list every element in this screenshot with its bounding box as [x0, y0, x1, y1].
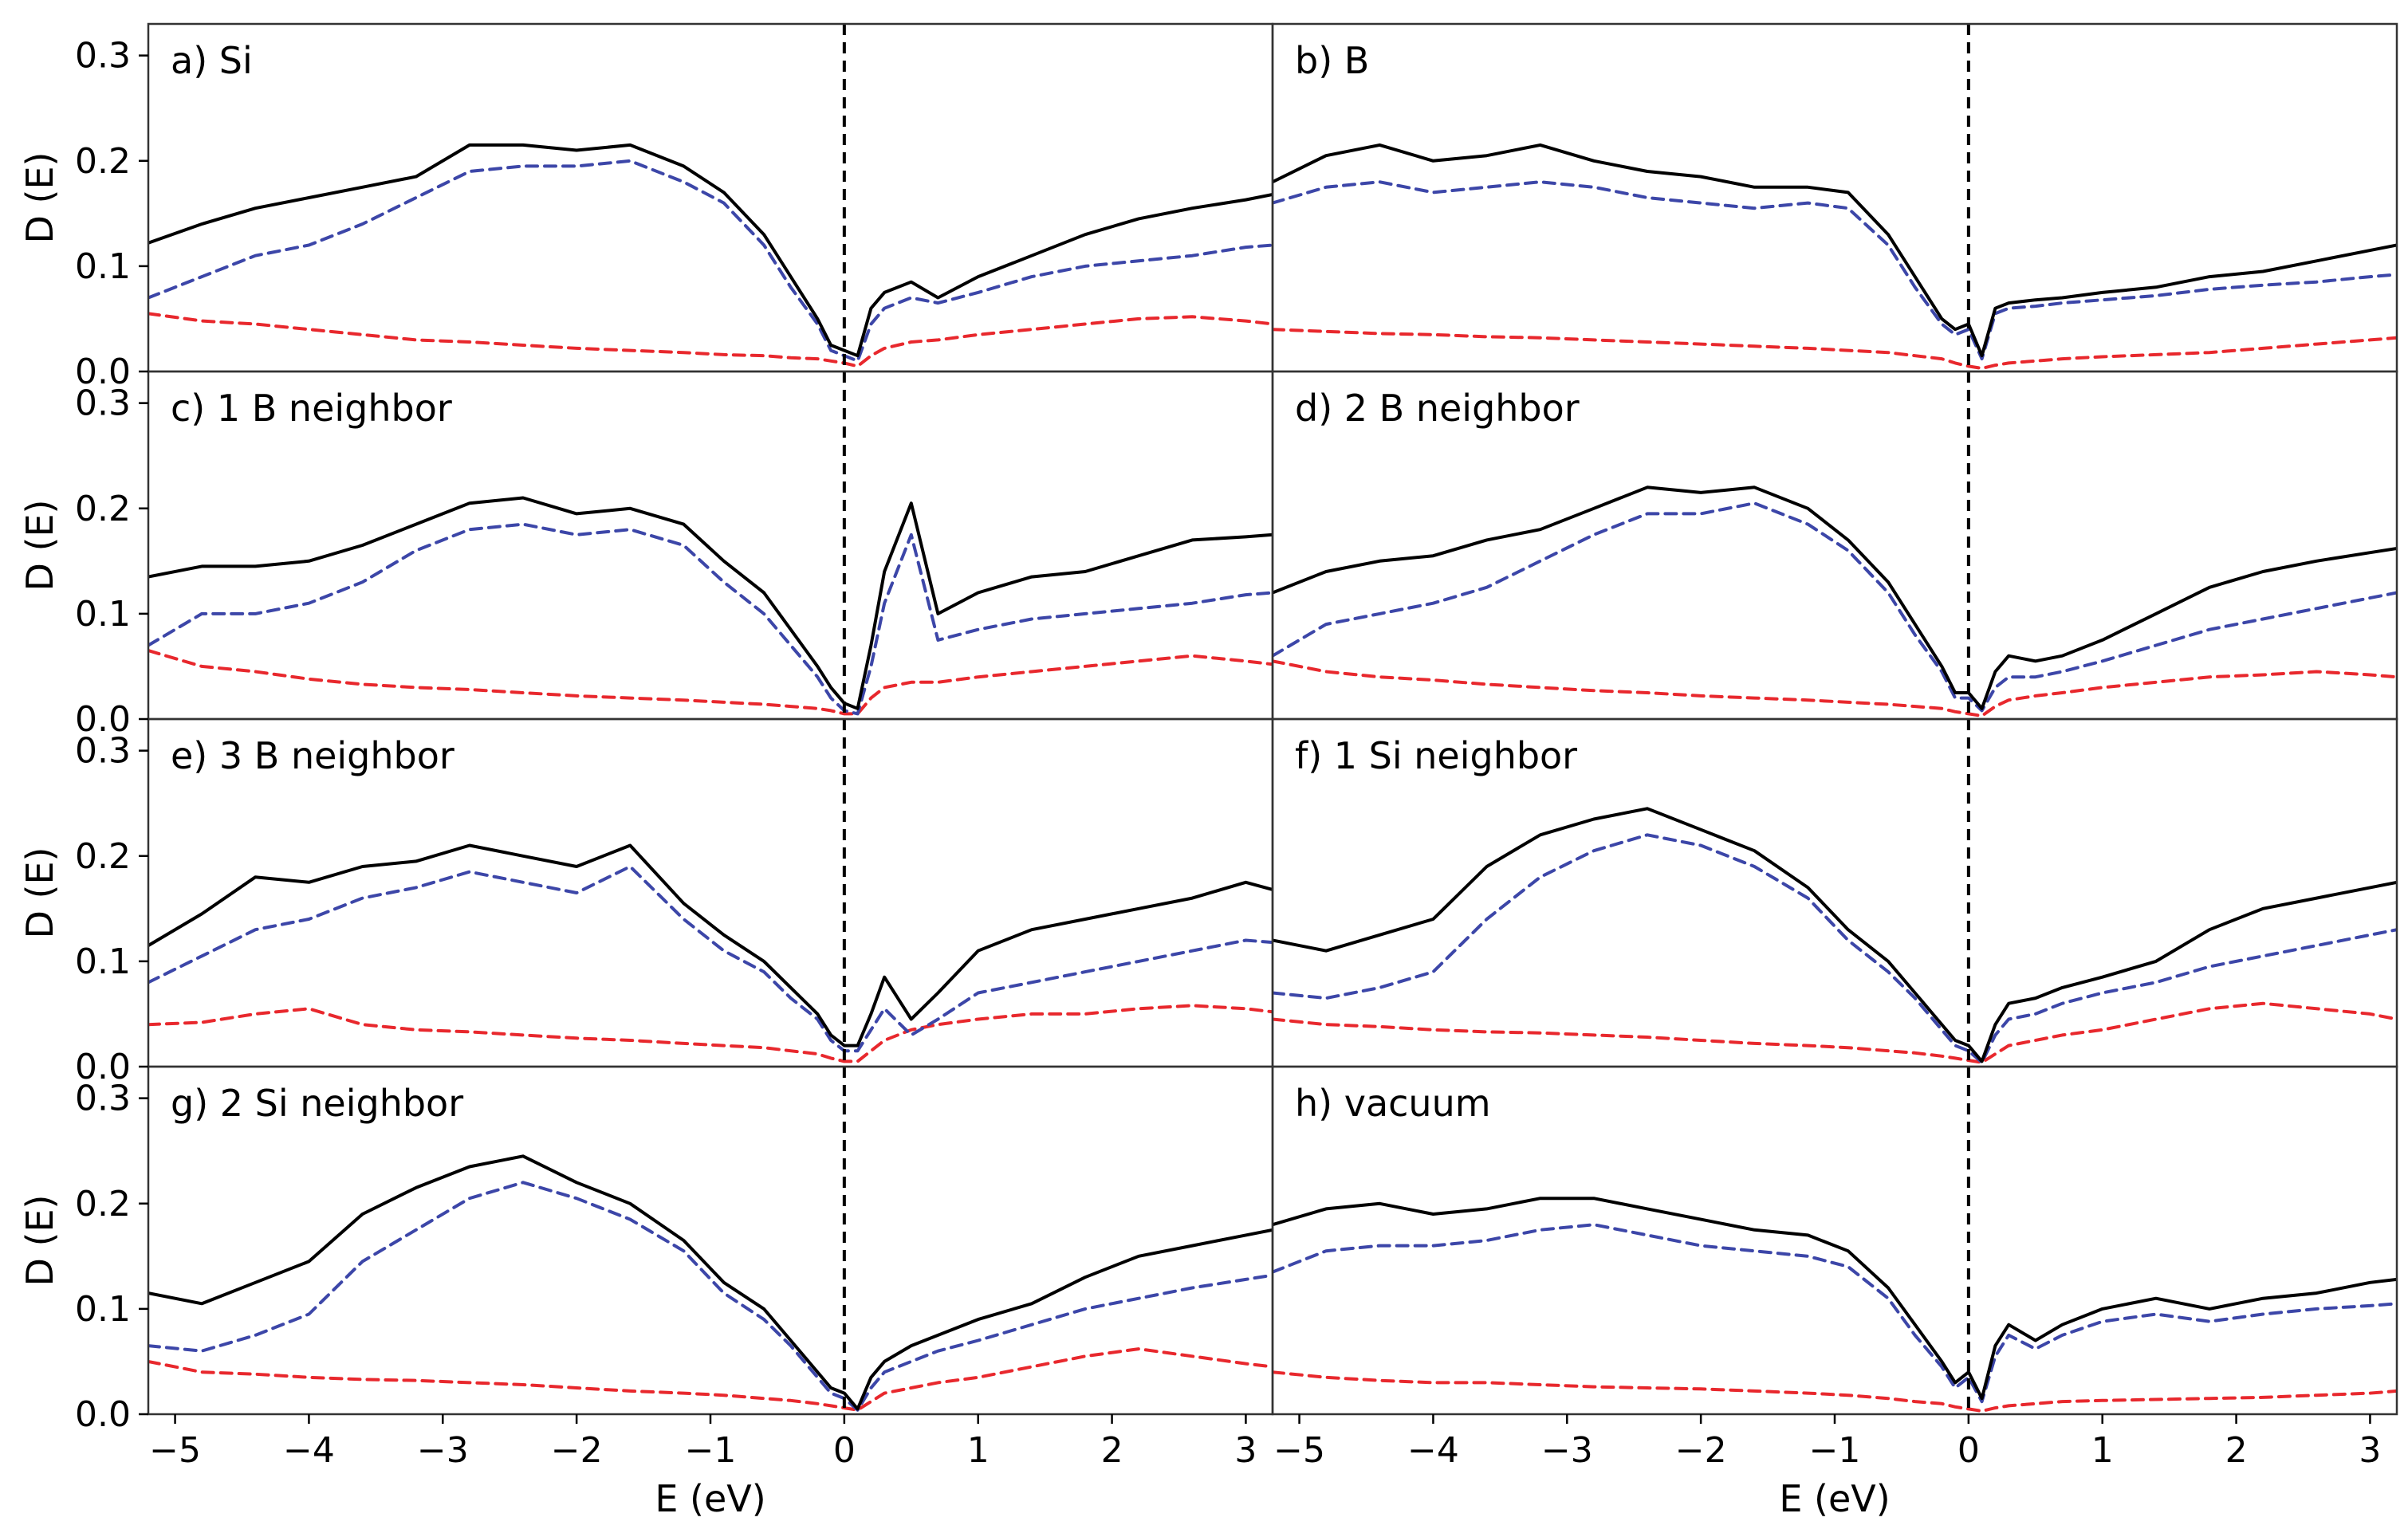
series-total-line [148, 496, 1273, 710]
x-axes: −5 −4 −3 −2 −1 0 1 2 3 −5 −4 −3 −2 −1 0 1 2 3 [149, 1414, 2381, 1471]
y-tick-label: 0.2 [75, 1184, 131, 1224]
y-axis-label: D (E) [18, 500, 61, 592]
x-tick-label: 1 [967, 1430, 990, 1471]
series-total-line [1273, 1197, 2397, 1401]
x-tick-label: 3 [2359, 1430, 2381, 1471]
panel-label: h) vacuum [1295, 1082, 1491, 1125]
x-tick-label: 3 [1234, 1430, 1257, 1471]
panel-curves [1273, 485, 2397, 717]
panel-curves [1273, 807, 2397, 1064]
series-s-line [148, 1347, 1273, 1412]
y-tick-label: 0.2 [75, 141, 131, 182]
y-tick-label: 0.3 [75, 36, 131, 77]
x-tick-label: −5 [1273, 1430, 1325, 1471]
x-tick-label: −3 [1541, 1430, 1593, 1471]
y-tick-label: 0.2 [75, 489, 131, 529]
series-s-line [148, 649, 1273, 716]
series-total-line [148, 843, 1273, 1048]
x-tick-label: −2 [551, 1430, 603, 1471]
series-s-line [1273, 328, 2397, 370]
series-total-line [1273, 485, 2397, 710]
panel-frame [1271, 22, 2398, 373]
panel-c: c) 1 B neighbor [147, 370, 1274, 721]
x-tick-label: −2 [1675, 1430, 1727, 1471]
y-axis-label: D (E) [18, 152, 61, 244]
x-tick-label: 2 [2225, 1430, 2248, 1471]
panel-label: c) 1 B neighbor [171, 387, 452, 430]
y-tick-label: 0.1 [75, 1289, 131, 1330]
panel-label: d) 2 B neighbor [1295, 387, 1580, 430]
x-tick-label: 0 [1957, 1430, 1980, 1471]
series-p-line [1273, 180, 2397, 361]
series-s-line [148, 312, 1273, 368]
y-tick-label: 0.0 [75, 1394, 131, 1435]
series-p-line [1273, 833, 2397, 1064]
series-s-line [1273, 659, 2397, 717]
panel-curves [1273, 1197, 2397, 1413]
series-total-line [1273, 143, 2397, 358]
x-tick-label: −5 [149, 1430, 201, 1471]
series-s-line [148, 1004, 1273, 1063]
panel-e: e) 3 B neighbor [147, 717, 1274, 1068]
y-tick-label: 0.3 [75, 383, 131, 424]
series-p-line [148, 1181, 1273, 1412]
y-tick-label: 0.1 [75, 594, 131, 635]
panel-label: a) Si [171, 39, 253, 82]
x-tick-label: −4 [283, 1430, 335, 1471]
panel-g: g) 2 Si neighbor [147, 1065, 1274, 1416]
panel-curves [148, 1154, 1273, 1412]
y-axis-label: D (E) [18, 1195, 61, 1287]
panel-a: a) Si [147, 22, 1274, 373]
y-axis-label: D (E) [18, 847, 61, 939]
panel-f: f) 1 Si neighbor [1271, 717, 2398, 1068]
series-p-line [1273, 1223, 2397, 1404]
panel-label: f) 1 Si neighbor [1295, 734, 1577, 777]
y-tick-label: 0.0 [75, 352, 131, 392]
series-p-line [148, 159, 1273, 363]
panel-label: e) 3 B neighbor [171, 734, 454, 777]
axis-labels: D (E) D (E) D (E) D (E) E (eV) E (eV) [18, 152, 1891, 1521]
x-tick-label: 2 [1101, 1430, 1123, 1471]
series-total-line [148, 143, 1273, 358]
y-tick-label: 0.3 [75, 731, 131, 772]
x-tick-label: −3 [417, 1430, 469, 1471]
panel-label: g) 2 Si neighbor [171, 1082, 463, 1125]
panel-b: b) B [1271, 22, 2398, 373]
x-tick-label: −1 [1809, 1430, 1861, 1471]
panel-curves [148, 843, 1273, 1063]
x-axis-label: E (eV) [1779, 1477, 1890, 1520]
x-tick-label: 1 [2091, 1430, 2114, 1471]
series-total-line [148, 1154, 1273, 1411]
y-axes: 0.00.10.20.30.00.10.20.30.00.10.20.30.00… [75, 36, 148, 1435]
x-axis-label: E (eV) [655, 1477, 765, 1520]
panel-label: b) B [1295, 39, 1369, 82]
panel-curves [148, 143, 1273, 368]
y-tick-label: 0.2 [75, 836, 131, 877]
panel-curves [148, 496, 1273, 716]
series-total-line [1273, 807, 2397, 1063]
series-p-line [148, 522, 1273, 716]
series-s-line [1273, 1370, 2397, 1413]
series-s-line [1273, 1001, 2397, 1064]
panel-grid: a) Si b) B c) 1 B neighbor d) 2 B neighbor e… [147, 22, 2398, 1416]
y-tick-label: 0.0 [75, 699, 131, 740]
panel-h: h) vacuum [1271, 1065, 2398, 1416]
panel-curves [1273, 143, 2397, 370]
x-tick-label: −4 [1407, 1430, 1459, 1471]
y-tick-label: 0.0 [75, 1047, 131, 1087]
y-tick-label: 0.3 [75, 1079, 131, 1119]
y-tick-label: 0.1 [75, 246, 131, 287]
x-tick-label: −1 [685, 1430, 737, 1471]
x-tick-label: 0 [833, 1430, 856, 1471]
series-p-line [1273, 501, 2397, 713]
series-p-line [148, 865, 1273, 1053]
panel-d: d) 2 B neighbor [1271, 370, 2398, 721]
y-tick-label: 0.1 [75, 941, 131, 982]
